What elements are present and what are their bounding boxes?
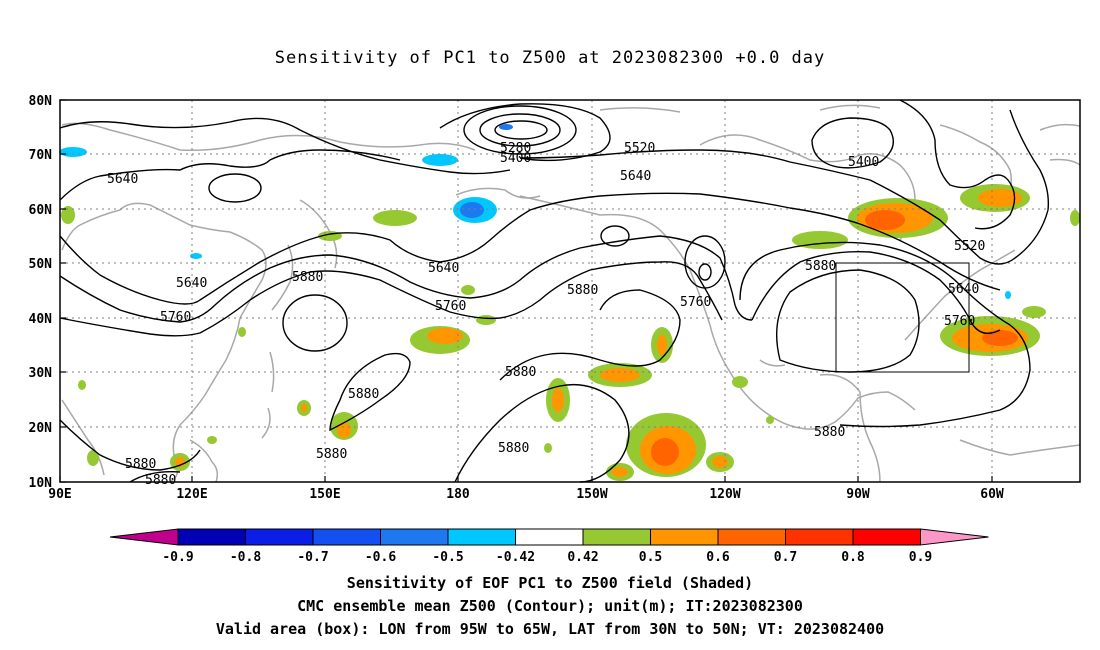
- colorbar: -0.9 -0.8 -0.7 -0.6 -0.5 -0.42 0.42 0.5 0.6 0.7 0.…: [109, 528, 989, 565]
- contour-label: 5880: [292, 270, 323, 285]
- colorbar-segment: [245, 528, 314, 546]
- contour-label: 5400: [500, 151, 531, 166]
- contour-label: 5640: [176, 276, 207, 291]
- contour-label: 5280: [500, 141, 531, 156]
- lat-tick-label: 70N: [29, 148, 53, 163]
- colorbar-segment: [447, 528, 516, 546]
- colorbar-tick-label: -0.5: [432, 550, 463, 565]
- colorbar-tick-label: 0.5: [639, 550, 662, 565]
- contour-label: 5760: [680, 295, 711, 310]
- colorbar-tick-label: -0.9: [162, 550, 193, 565]
- contour-label: 5760: [160, 310, 191, 325]
- colorbar-segment: [312, 528, 381, 546]
- contour-label: 5880: [567, 283, 598, 298]
- sensitivity-shading: [59, 124, 1080, 481]
- valid-area-box: [835, 262, 970, 373]
- plot-title: Sensitivity of PC1 to Z500 at 2023082300…: [274, 48, 826, 68]
- contour-label: 5640: [428, 261, 459, 276]
- z500-contours: [59, 99, 1050, 483]
- colorbar-tick-label: -0.8: [230, 550, 261, 565]
- lon-tick-label: 150W: [576, 487, 607, 502]
- lon-tick-label: 90W: [846, 487, 870, 502]
- map-frame: [59, 99, 1081, 483]
- colorbar-segment: [515, 528, 584, 546]
- lat-tick-label: 20N: [29, 421, 53, 436]
- lat-tick-label: 30N: [29, 366, 53, 381]
- colorbar-segment: [582, 528, 651, 546]
- lon-tick-label: 150E: [309, 487, 340, 502]
- colorbar-segment: [852, 528, 921, 546]
- colorbar-segment: [650, 528, 719, 546]
- colorbar-segment: [717, 528, 786, 546]
- colorbar-tick-label: -0.7: [297, 550, 328, 565]
- caption-line-3: Valid area (box): LON from 95W to 65W, L…: [215, 620, 885, 638]
- lon-tick-labels: 90E 120E 150E 180 150W 120W 90W 60W: [48, 487, 1004, 502]
- colorbar-segment: [785, 528, 854, 546]
- lat-tick-label: 80N: [29, 94, 53, 109]
- lon-tick-label: 120W: [709, 487, 740, 502]
- contour-label: 5880: [498, 441, 529, 456]
- colorbar-tick-label: 0.9: [909, 550, 932, 565]
- contour-label: 5880: [316, 447, 347, 462]
- colorbar-segment: [380, 528, 449, 546]
- contour-label: 5760: [944, 314, 975, 329]
- contour-label: 5640: [107, 172, 138, 187]
- lat-tick-labels: 80N 70N 60N 50N 40N 30N 20N 10N: [29, 94, 53, 491]
- lon-tick-label: 120E: [176, 487, 207, 502]
- colorbar-tick-label: 0.6: [706, 550, 730, 565]
- contour-labels: 5640 5280 5400 5520 5400 5640 5880 5640 …: [107, 141, 985, 488]
- contour-label: 5640: [620, 169, 651, 184]
- lat-tick-label: 60N: [29, 203, 53, 218]
- contour-label: 5880: [348, 387, 379, 402]
- lon-tick-label: 180: [446, 487, 470, 502]
- contour-label: 5400: [848, 155, 879, 170]
- colorbar-over-triangle: [920, 528, 989, 546]
- contour-label: 5640: [948, 282, 979, 297]
- colorbar-tick-label: 0.8: [841, 550, 865, 565]
- colorbar-under-triangle: [109, 528, 179, 546]
- contour-label: 5880: [145, 473, 176, 488]
- contour-label: 5880: [814, 425, 845, 440]
- lat-tick-label: 40N: [29, 312, 53, 327]
- contour-label: 5520: [624, 141, 655, 156]
- lon-tick-label: 90E: [48, 487, 71, 502]
- lat-tick-label: 50N: [29, 257, 53, 272]
- contour-label: 5760: [435, 299, 466, 314]
- tick-marks: [59, 99, 993, 483]
- contour-label: 5880: [805, 259, 836, 274]
- contour-label: 5520: [954, 239, 985, 254]
- contour-label: 5880: [125, 457, 156, 472]
- contour-label: 5880: [505, 365, 536, 380]
- colorbar-tick-label: -0.42: [496, 550, 535, 565]
- colorbar-segment: [177, 528, 246, 546]
- caption-line-2: CMC ensemble mean Z500 (Contour); unit(m…: [297, 597, 803, 615]
- caption-line-1: Sensitivity of EOF PC1 to Z500 field (Sh…: [346, 574, 754, 592]
- colorbar-tick-label: -0.6: [365, 550, 396, 565]
- colorbar-tick-label: 0.7: [774, 550, 797, 565]
- lon-tick-label: 60W: [980, 487, 1004, 502]
- colorbar-tick-label: 0.42: [567, 550, 598, 565]
- graticule: [60, 100, 1080, 482]
- lat-tick-label: 10N: [29, 476, 53, 491]
